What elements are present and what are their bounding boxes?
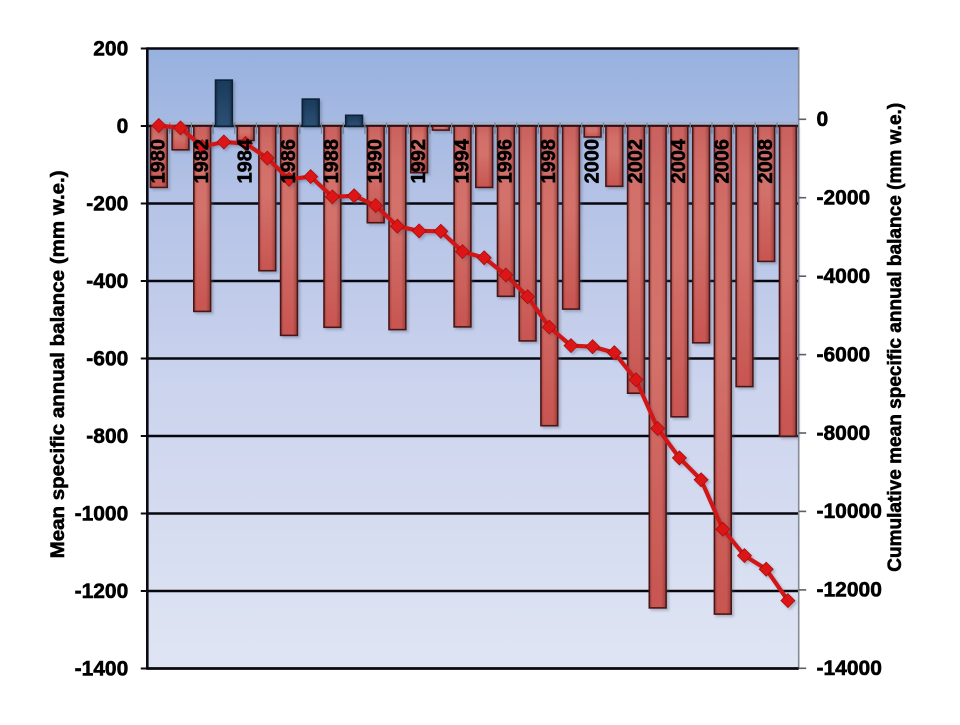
svg-text:-1000: -1000: [75, 502, 129, 525]
svg-text:1986: 1986: [278, 139, 300, 184]
svg-text:1996: 1996: [495, 139, 517, 184]
svg-text:-10000: -10000: [817, 500, 882, 523]
svg-text:2008: 2008: [755, 139, 777, 184]
svg-text:1998: 1998: [538, 139, 560, 184]
svg-text:0: 0: [817, 108, 829, 131]
svg-text:0: 0: [117, 115, 129, 138]
svg-text:-14000: -14000: [817, 657, 882, 680]
svg-text:2002: 2002: [625, 139, 647, 184]
svg-text:-8000: -8000: [817, 422, 871, 445]
svg-text:1984: 1984: [234, 138, 256, 183]
svg-text:-1200: -1200: [75, 580, 129, 603]
svg-text:-12000: -12000: [817, 579, 882, 602]
svg-text:-200: -200: [86, 192, 128, 215]
svg-text:2006: 2006: [712, 139, 734, 184]
svg-text:1990: 1990: [365, 139, 387, 184]
svg-text:Cumulative mean specific annua: Cumulative mean specific annual balance …: [884, 103, 906, 572]
svg-text:-6000: -6000: [817, 343, 871, 366]
svg-text:-4000: -4000: [817, 265, 871, 288]
svg-text:2004: 2004: [668, 138, 690, 183]
svg-text:1994: 1994: [451, 138, 473, 183]
svg-text:1988: 1988: [321, 139, 343, 184]
svg-text:-800: -800: [86, 425, 128, 448]
svg-text:1992: 1992: [408, 139, 430, 184]
svg-text:-2000: -2000: [817, 187, 871, 210]
svg-text:2000: 2000: [581, 139, 603, 184]
svg-text:Mean specific annual balance: Mean specific annual balance (mm w.e.): [47, 170, 69, 558]
svg-text:-1400: -1400: [75, 657, 129, 680]
svg-text:-400: -400: [86, 270, 128, 293]
svg-text:-600: -600: [86, 347, 128, 370]
svg-text:1980: 1980: [148, 139, 170, 184]
svg-text:200: 200: [93, 37, 128, 60]
svg-text:1982: 1982: [191, 139, 213, 184]
